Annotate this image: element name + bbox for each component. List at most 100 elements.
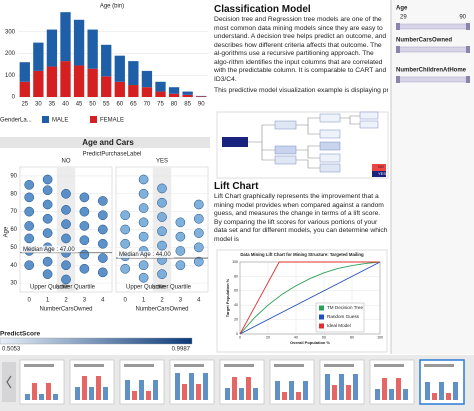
bar-segment	[168, 87, 180, 94]
tree-diagram: NO YES	[216, 111, 389, 179]
thumbnail-mark	[389, 389, 394, 400]
x-tick-label: 60	[322, 335, 326, 339]
scroll-button[interactable]	[2, 362, 16, 402]
point	[97, 210, 108, 221]
bar-segment	[73, 65, 85, 97]
thumbnail-mark	[46, 383, 51, 400]
point	[175, 260, 186, 271]
point	[42, 256, 53, 267]
thumbnail-text	[374, 364, 404, 367]
y-tick-label: 40	[234, 303, 238, 307]
slider-handle[interactable]	[466, 76, 470, 83]
thumbnail-mark	[353, 374, 358, 400]
thumbnail-mark	[182, 384, 187, 400]
thumbnail-text	[424, 364, 454, 367]
x-tick-label: 85	[184, 102, 191, 108]
point	[97, 196, 108, 206]
lift-frame	[216, 249, 388, 353]
thumbnail-mark	[246, 377, 251, 400]
thumbnail-mark	[89, 387, 94, 400]
quartile-label: Upper Quartile	[30, 285, 70, 291]
bar-segment	[46, 66, 58, 97]
title-bar	[0, 137, 210, 148]
y-tick-label: 80	[234, 274, 238, 278]
legend-label: TM Decision Tree	[327, 305, 363, 310]
point	[24, 206, 35, 217]
point	[193, 199, 204, 210]
quartile-label: Lower Quartile	[152, 285, 192, 291]
bar-segment	[141, 70, 153, 88]
tree-edges	[248, 115, 360, 169]
legend-label: Ideal Model	[327, 323, 351, 328]
point	[157, 212, 167, 222]
x-tick-label: 0	[239, 335, 241, 339]
paragraph: Lift Chart graphically represents the im…	[214, 193, 388, 243]
point	[120, 238, 131, 249]
point	[24, 221, 35, 231]
thumbnail-mark	[453, 382, 458, 400]
point	[79, 192, 90, 203]
scale-max: 0.9987	[172, 347, 191, 353]
point	[61, 188, 71, 199]
x-tick-label: 1	[46, 298, 50, 304]
x-tick-label: 4	[197, 298, 201, 304]
point	[138, 203, 149, 213]
tree-legend-swatch	[372, 164, 386, 171]
thumbnail-mark	[296, 392, 301, 400]
tree-node	[319, 163, 341, 173]
slider-handle[interactable]	[396, 46, 400, 53]
thumbnail-mark	[153, 380, 158, 400]
thumbnail-mark	[446, 393, 451, 400]
x-tick-label: 25	[21, 102, 28, 108]
x-tick-label: 4	[101, 298, 105, 304]
bar-segment	[101, 76, 112, 97]
thumbnail-mark	[282, 392, 287, 400]
slider-handle[interactable]	[466, 23, 470, 30]
thumbnail-mark	[275, 381, 280, 400]
thumbnail-text	[74, 364, 104, 367]
x-tick-label: 20	[266, 335, 270, 339]
median-label: Median Age : 47.00	[23, 247, 75, 253]
thumbnail-mark	[189, 373, 194, 400]
y-tick-label: 200	[5, 51, 16, 57]
x-tick-label: 65	[130, 102, 137, 108]
bar-segment	[141, 87, 153, 97]
tree-node	[359, 111, 379, 120]
x-tick-label: 2	[160, 298, 164, 304]
thumbnail-mark	[146, 391, 151, 400]
scale-min: 0.5053	[2, 347, 21, 353]
thumbnail-mark	[39, 394, 44, 400]
point	[157, 269, 167, 279]
legend-swatch	[319, 323, 324, 329]
thumbnail-mark	[232, 377, 237, 400]
quartile-label: Upper Quartile	[126, 285, 166, 291]
y-tick-label: 100	[5, 73, 16, 79]
paragraph: Decision tree and Regression tree models…	[214, 16, 387, 83]
bar-segment	[87, 29, 98, 69]
bar-segment	[182, 94, 193, 97]
y-tick-label: 60	[10, 227, 17, 233]
thumbnail-mark	[203, 373, 208, 400]
x-tick-label: 30	[35, 102, 42, 108]
y-axis-label: Target Population %	[225, 278, 230, 317]
point	[97, 267, 108, 278]
point	[42, 269, 53, 279]
line	[239, 261, 380, 335]
thumbnail-mark	[432, 393, 437, 400]
bar-segment	[182, 91, 193, 95]
x-tick-label: 60	[116, 102, 123, 108]
thumbnail-mark	[289, 381, 294, 400]
point	[24, 180, 35, 190]
slider-handle[interactable]	[396, 23, 400, 30]
bar-segment	[87, 68, 98, 97]
slider-handle[interactable]	[396, 76, 400, 83]
chart-title: Age and Cars	[82, 138, 134, 147]
median-label-bg	[118, 251, 174, 259]
point	[24, 260, 35, 271]
slider-handle[interactable]	[466, 46, 470, 53]
thumbnail-mark	[332, 385, 337, 400]
bar-segment	[128, 85, 139, 97]
thumbnail-text	[174, 364, 204, 367]
x-axis-label: NumberCarsOwned	[135, 307, 188, 313]
